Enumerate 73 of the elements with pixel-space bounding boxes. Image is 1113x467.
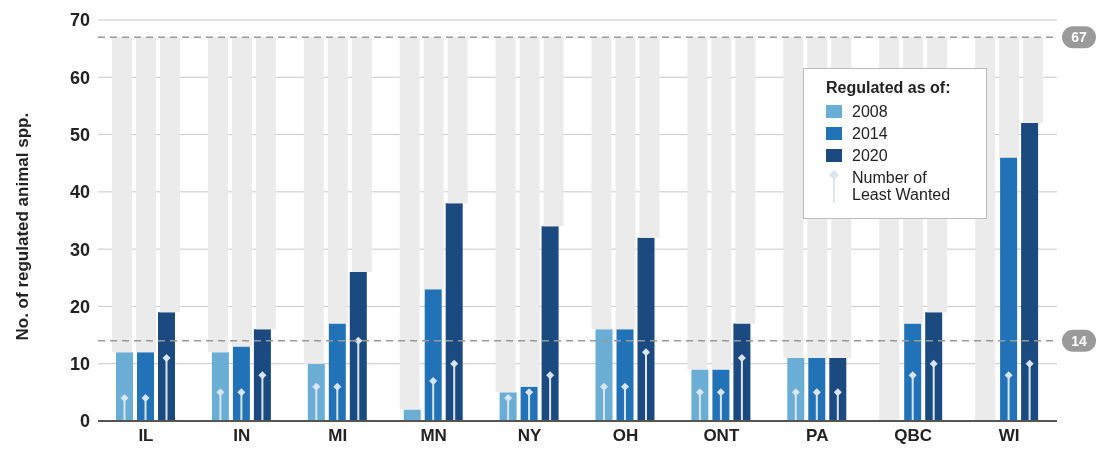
bar — [447, 37, 468, 204]
bar — [445, 203, 463, 421]
y-tick-label: 0 — [79, 411, 90, 432]
legend-title: Regulated as of: — [826, 79, 952, 97]
y-tick-label: 20 — [69, 296, 90, 317]
bar — [637, 237, 655, 421]
bar — [253, 329, 271, 421]
bar — [232, 346, 250, 421]
bar — [307, 363, 325, 421]
bar — [519, 37, 540, 387]
bar — [687, 37, 708, 370]
bar — [591, 37, 612, 330]
bar — [328, 323, 346, 421]
bar — [691, 369, 709, 421]
y-tick-label: 60 — [69, 67, 90, 88]
bar — [327, 37, 348, 324]
x-tick-label: ONT — [703, 426, 740, 446]
y-axis-title: No. of regulated animal spp. — [13, 112, 33, 341]
bar — [712, 369, 730, 421]
bar — [231, 37, 252, 347]
bar — [735, 37, 756, 324]
bar — [1000, 157, 1018, 421]
bar — [711, 37, 732, 370]
ref-line-label: 14 — [1071, 332, 1087, 349]
x-tick-label: QBC — [894, 426, 933, 446]
bar — [925, 312, 943, 421]
bar — [904, 323, 922, 421]
bar — [160, 37, 180, 313]
x-tick-label: NY — [517, 426, 543, 446]
bar — [351, 37, 372, 273]
bar — [255, 37, 276, 330]
bar — [999, 37, 1020, 158]
bar — [616, 329, 634, 421]
bar — [399, 37, 420, 410]
x-tick-label: WI — [998, 426, 1020, 446]
bar — [137, 352, 154, 421]
bar — [543, 37, 564, 227]
bar — [639, 37, 660, 238]
bar — [116, 352, 133, 421]
bar — [615, 37, 636, 330]
x-tick-label: OH — [612, 426, 639, 446]
x-tick-label: IL — [138, 426, 154, 446]
legend-label: 2014 — [852, 125, 888, 142]
bar — [207, 37, 228, 353]
y-tick-label: 50 — [69, 124, 90, 145]
bar — [424, 289, 442, 421]
y-tick-label: 70 — [69, 10, 90, 31]
bar — [112, 37, 132, 353]
y-tick-label: 40 — [69, 182, 90, 203]
x-tick-label: MI — [328, 426, 348, 446]
bar — [349, 272, 367, 421]
x-tick-label: MN — [420, 426, 447, 446]
bar — [787, 357, 805, 421]
legend-label: Number of Least Wanted — [852, 169, 952, 203]
bar — [423, 37, 444, 290]
bar — [303, 37, 324, 364]
y-tick-label: 30 — [69, 239, 90, 260]
ref-line-label: 67 — [1071, 29, 1087, 46]
legend-label: 2020 — [852, 147, 888, 164]
legend-label: 2008 — [852, 103, 888, 120]
bar — [541, 226, 559, 421]
y-tick-label: 10 — [69, 354, 90, 375]
bar — [1021, 123, 1039, 421]
bar — [808, 357, 826, 421]
x-tick-label: IN — [233, 426, 251, 446]
bar — [595, 329, 613, 421]
x-tick-label: PA — [806, 426, 829, 446]
bar — [829, 357, 847, 421]
bar — [495, 37, 516, 393]
bar — [783, 37, 804, 358]
bar — [136, 37, 156, 353]
bar — [1023, 37, 1044, 124]
bar — [211, 352, 229, 421]
